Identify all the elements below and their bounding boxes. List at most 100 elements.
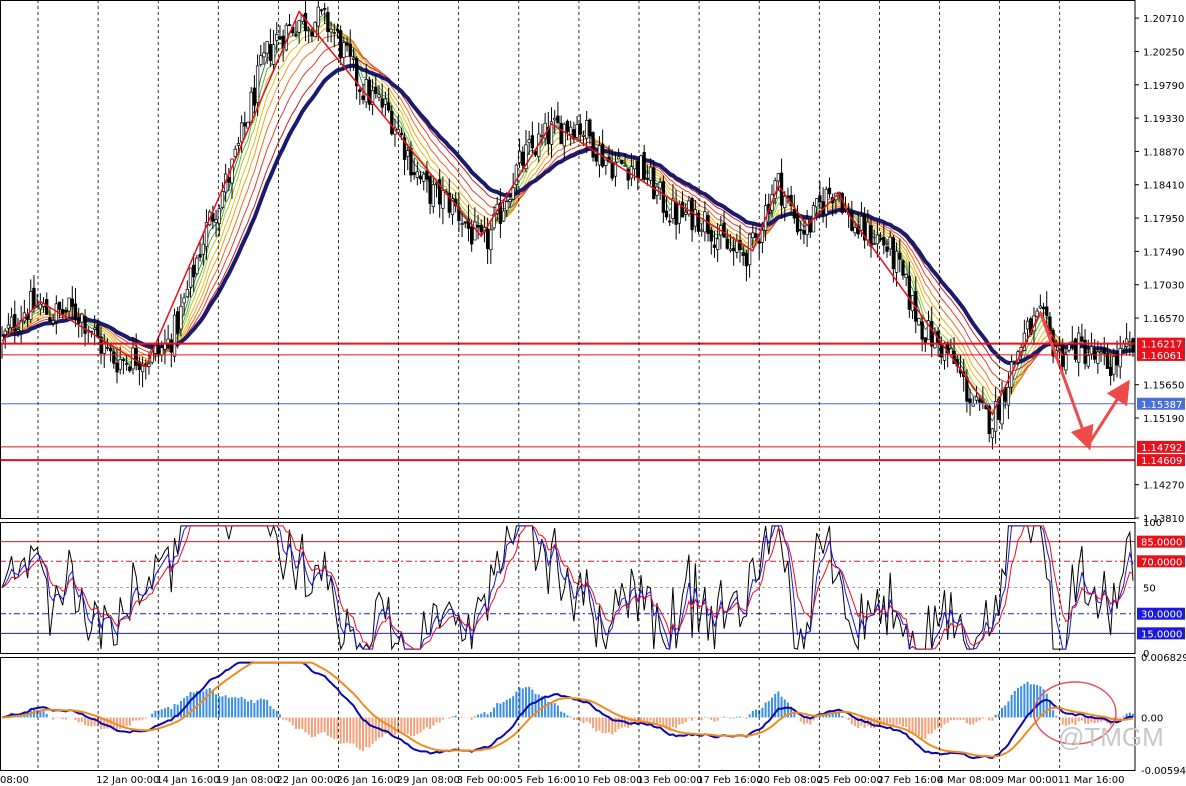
candle-body [521,151,525,166]
macd-histogram-bar [285,717,288,721]
candle-body [262,52,266,58]
macd-histogram-bar [1128,712,1131,718]
candle-body [716,238,720,250]
candle-body [581,134,586,137]
macd-histogram-bar [1007,701,1010,718]
candle-body [1121,343,1126,350]
candle-body [661,181,665,213]
macd-histogram-bar [655,717,658,725]
macd-histogram-bar [1068,717,1071,725]
candle-body [102,343,106,354]
price-level-label: 1.14609 [1141,456,1182,467]
candle-body [894,250,899,273]
macd-histogram-bar [892,717,895,727]
macd-y-tick-label: -0.0059400 [1141,766,1186,777]
candle-body [505,201,509,211]
candle-body [399,133,404,135]
macd-histogram-bar [36,709,39,718]
macd-histogram-bar [834,712,837,718]
y-tick-label: 1.17490 [1143,247,1184,258]
projection-arrow [1087,379,1130,446]
macd-histogram-bar [710,717,713,720]
candle-body [473,221,477,241]
rsi-level-label: 70.0000 [1141,557,1182,568]
candle-body [182,297,186,304]
candle-body [888,236,892,250]
candle-body [760,229,765,243]
macd-histogram-bar [943,717,946,725]
macd-histogram-bar [1029,684,1032,718]
macd-histogram-bar [106,717,109,729]
oscillator-pane: 100 50 0 85.0000 70.0000 30.0000 15.0000 [0,518,1185,660]
ma-main-line [1,63,1134,365]
candle-body [687,200,691,215]
candle-body [824,188,828,215]
macd-histogram-bar [1074,717,1077,726]
candle-body [1108,366,1113,377]
x-tick-label: 4 Mar 08:00 [938,775,998,786]
macd-histogram-bar [425,717,428,728]
macd-histogram-bar [1064,717,1067,726]
price-level-label: 1.14792 [1141,443,1182,454]
macd-histogram-bar [1061,717,1064,725]
macd-histogram-bar [480,713,483,718]
y-tick-label: 1.17950 [1143,214,1184,225]
candle-body [648,166,653,181]
candle-body [390,110,394,135]
candle-body [1080,336,1084,342]
macd-histogram-bar [138,717,141,721]
candle-body [239,122,244,143]
macd-histogram-bar [288,717,291,722]
macd-histogram-bar [122,717,125,728]
candle-body [358,89,362,93]
macd-histogram-bar [700,717,703,721]
candle-body [112,351,116,364]
macd-histogram-bar [940,717,943,728]
candle-body [706,215,710,234]
candle-body [1041,306,1046,310]
price-level-tag [1137,337,1185,350]
macd-histogram-bar [815,716,818,718]
candle-body [741,252,745,256]
ma-ribbon-line [1,44,1134,383]
candle-body [866,221,870,241]
candle-body [1131,338,1135,353]
macd-histogram-bar [435,717,438,723]
candle-body [553,117,557,121]
macd-histogram-bar [473,716,476,718]
x-tick-label: 14 Jan 16:00 [156,775,219,786]
candle-body [862,213,867,241]
macd-histogram-bar [202,691,205,718]
candle-body [80,313,84,323]
macd-histogram-bar [84,717,87,725]
candle-body [965,376,969,402]
candle-body [1000,391,1004,425]
candle-body [725,238,729,249]
candle-body [731,247,736,252]
macd-histogram-bar [314,717,317,737]
macd-histogram-bar [365,717,368,748]
candle-body [45,299,49,315]
x-tick-label: 5 Feb 16:00 [517,775,576,786]
x-tick-label: 20 Feb 08:00 [757,775,823,786]
macd-histogram-bar [339,717,342,744]
candle-body [1025,320,1030,330]
macd-histogram-bar [838,712,841,718]
candle-body [680,201,685,218]
macd-histogram-bar [256,700,259,718]
macd-histogram-bar [847,717,850,721]
candle-body [968,398,972,405]
candle-body [364,79,368,103]
candle-body [735,240,739,253]
candle-body [709,229,713,242]
candle-body [476,224,480,228]
macd-histogram-bar [726,717,729,718]
macd-histogram-bar [1020,686,1023,718]
macd-histogram-bar [1122,716,1125,718]
candle-body [853,227,857,234]
macd-histogram-bar [144,717,147,719]
candle-body [32,287,36,309]
macd-histogram-bar [87,717,90,727]
